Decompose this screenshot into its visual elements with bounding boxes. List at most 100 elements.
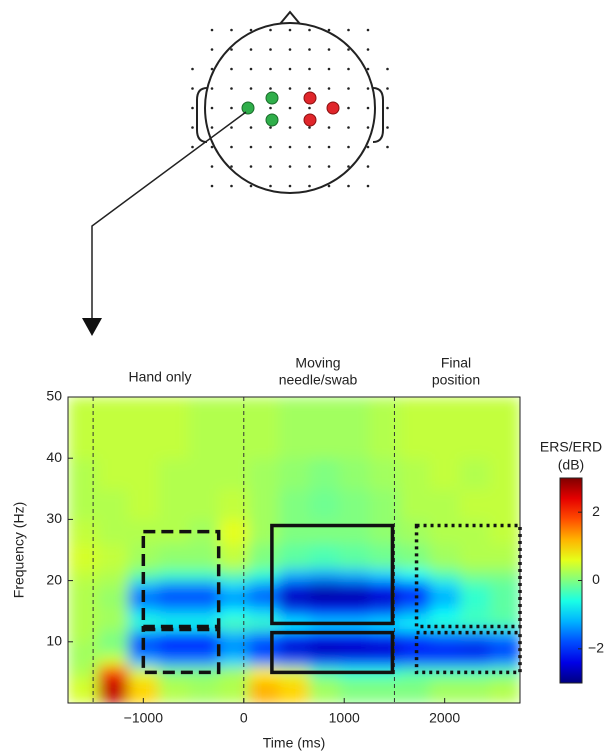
heat-cell — [249, 605, 280, 618]
heat-cell — [339, 642, 370, 655]
heat-cell — [399, 666, 430, 679]
heat-cell — [189, 630, 220, 643]
period-label: needle/swab — [279, 372, 358, 388]
electrode-dot — [211, 185, 214, 188]
electrode-dot — [386, 146, 389, 149]
heat-cell — [460, 544, 491, 569]
electrode-dot — [386, 68, 389, 71]
electrode-dot — [308, 29, 311, 32]
heat-cell — [249, 654, 280, 667]
heat-cell — [219, 642, 250, 655]
heat-cell — [219, 654, 250, 667]
heat-cell — [68, 666, 99, 679]
heat-cell — [369, 519, 400, 544]
heat-cell — [68, 568, 99, 581]
heat-cell — [399, 642, 430, 655]
heat-cell — [339, 568, 370, 581]
heat-cell — [219, 605, 250, 618]
electrode-dot — [230, 68, 233, 71]
electrode-dot — [386, 126, 389, 129]
heat-cell — [309, 642, 340, 655]
heat-cell — [309, 397, 340, 459]
heat-cell — [98, 568, 129, 581]
heat-cell — [249, 458, 280, 489]
heat-cell — [98, 654, 129, 667]
electrode-dot — [211, 48, 214, 51]
heat-cell — [249, 397, 280, 459]
electrode-dot — [386, 87, 389, 90]
electrode-dot — [211, 126, 214, 129]
electrode-dot — [269, 146, 272, 149]
heat-cell — [430, 654, 461, 667]
electrode-dot — [269, 165, 272, 168]
heat-cell — [98, 666, 129, 679]
electrode-dot — [328, 68, 331, 71]
heat-cell — [339, 544, 370, 569]
heat-cell — [339, 458, 370, 489]
heat-cell — [369, 397, 400, 459]
heatmap — [68, 397, 521, 704]
heat-cell — [98, 519, 129, 544]
electrode-dot — [250, 165, 253, 168]
heat-cell — [309, 679, 340, 704]
electrode-dot — [289, 29, 292, 32]
heat-cell — [219, 666, 250, 679]
heat-cell — [249, 593, 280, 606]
y-axis-label: Frequency (Hz) — [11, 502, 27, 598]
heat-cell — [158, 605, 189, 618]
period-label: position — [432, 372, 480, 388]
heat-cell — [279, 593, 310, 606]
heat-cell — [369, 679, 400, 704]
heat-cell — [68, 654, 99, 667]
electrode-dot — [308, 68, 311, 71]
heat-cell — [460, 568, 491, 581]
electrode-dot — [230, 126, 233, 129]
x-axis-label: Time (ms) — [263, 735, 325, 751]
electrodes — [191, 29, 389, 188]
heat-cell — [430, 581, 461, 594]
heat-cell — [279, 568, 310, 581]
heat-cell — [430, 458, 461, 489]
electrode-right — [327, 102, 339, 114]
figure: Hand only Moving needle/swab Final posit… — [0, 0, 616, 756]
heat-cell — [369, 642, 400, 655]
heat-cell — [399, 568, 430, 581]
heat-cell — [399, 544, 430, 569]
heat-cell — [430, 544, 461, 569]
y-tick-label: 50 — [46, 388, 62, 404]
heat-cell — [249, 519, 280, 544]
heat-cell — [249, 581, 280, 594]
electrode-dot — [289, 68, 292, 71]
heat-cell — [219, 519, 250, 544]
heat-cell — [158, 397, 189, 459]
heat-cell — [98, 581, 129, 594]
heat-cell — [490, 593, 521, 606]
electrode-dot — [328, 87, 331, 90]
electrode-dot — [269, 29, 272, 32]
electrode-dot — [328, 126, 331, 129]
heat-cell — [369, 489, 400, 520]
electrode-dot — [347, 29, 350, 32]
heat-cell — [68, 397, 99, 459]
electrode-dot — [191, 126, 194, 129]
y-tick-label: 20 — [46, 571, 62, 587]
heat-cell — [249, 489, 280, 520]
electrode-dot — [211, 107, 214, 110]
electrode-dot — [269, 107, 272, 110]
heat-cell — [460, 519, 491, 544]
electrode-dot — [308, 165, 311, 168]
heat-cell — [158, 654, 189, 667]
electrode-dot — [386, 107, 389, 110]
electrode-dot — [367, 107, 370, 110]
electrode-dot — [347, 185, 350, 188]
heat-cell — [189, 489, 220, 520]
heat-cell — [219, 617, 250, 630]
electrode-dot — [289, 165, 292, 168]
heat-cell — [98, 630, 129, 643]
heat-cell — [460, 458, 491, 489]
period-label: Moving — [295, 355, 340, 371]
x-tick-label: −1000 — [124, 710, 164, 726]
electrode-dot — [347, 107, 350, 110]
electrode-dot — [308, 87, 311, 90]
colorbar-label: (dB) — [558, 457, 584, 473]
